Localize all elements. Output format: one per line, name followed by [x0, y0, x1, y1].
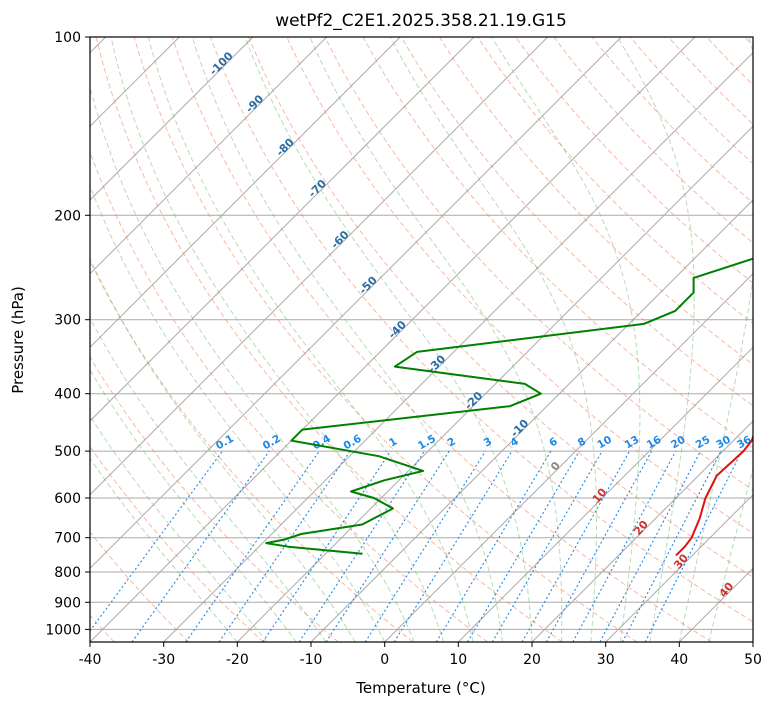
plot-frame — [89, 36, 754, 643]
moist-adiabat-line — [90, 317, 327, 642]
dry-adiabat-line — [95, 37, 563, 642]
mixing-ratio-line — [364, 450, 486, 642]
isotherm-line — [90, 37, 254, 201]
isotherm-line — [90, 37, 475, 422]
isotherm-line — [236, 125, 753, 642]
x-tick-label: -20 — [226, 652, 249, 668]
isotherm-line — [163, 51, 753, 642]
x-tick-label: -40 — [79, 652, 102, 668]
mixing-ratio-line — [467, 450, 580, 642]
moist-adiabat-line — [90, 457, 238, 642]
x-axis-label: Temperature (°C) — [355, 679, 485, 697]
moist-adiabat-line — [147, 37, 474, 642]
x-tick-label: 40 — [670, 652, 688, 668]
dry-adiabat-line — [90, 356, 339, 642]
x-tick-label: -30 — [152, 652, 175, 668]
dry-adiabat-line — [90, 150, 488, 642]
dry-adiabat-line — [591, 37, 753, 204]
y-tick-label: 600 — [54, 491, 81, 507]
mixing-ratio-line — [393, 450, 513, 642]
mixing-ratio-line — [90, 450, 223, 632]
profile-lines — [265, 257, 753, 557]
isotherm-line — [90, 37, 401, 349]
y-tick-label: 400 — [54, 387, 81, 403]
moist-adiabat-line — [678, 37, 753, 642]
mixing-ratio-line — [298, 450, 425, 642]
mixing-ratio-line — [572, 450, 677, 642]
isotherm-line — [90, 37, 328, 275]
y-tick-label: 900 — [54, 595, 81, 611]
mixing-ratio-label: 36 — [735, 434, 754, 452]
moist-adiabat-line — [616, 37, 695, 642]
x-axis: -40 -30 -20 -10 0 10 20 30 40 50 — [79, 642, 762, 668]
dry-adiabat-line — [515, 37, 753, 284]
moist-adiabat-line — [191, 37, 503, 642]
x-tick-label: 10 — [449, 652, 467, 668]
mixing-ratio-line — [435, 450, 552, 642]
isotherm-line — [605, 493, 753, 642]
dry-adiabat-line — [210, 37, 753, 623]
isotherm-line — [531, 420, 753, 642]
y-tick-label: 200 — [54, 208, 81, 224]
dry-adiabat-line — [362, 37, 753, 449]
moist-adiabat-line — [309, 37, 563, 642]
mixing-ratio-line — [521, 450, 630, 642]
isotherm-line — [384, 272, 753, 642]
y-tick-label: 300 — [54, 313, 81, 329]
y-axis-label: Pressure (hPa) — [9, 286, 27, 394]
mixing-ratio-line — [545, 450, 653, 642]
dry-adiabat-line — [171, 37, 712, 642]
isotherm-line — [90, 37, 696, 642]
isotherm-line — [457, 346, 753, 642]
moist-adiabat-line — [90, 415, 268, 642]
mixing-ratio-line — [491, 450, 603, 642]
mixing-ratio-line — [131, 450, 270, 642]
y-tick-label: 100 — [54, 30, 81, 46]
mixing-ratio-line — [185, 450, 320, 642]
moist-adiabat-line — [90, 257, 356, 642]
moist-adiabat-line — [90, 184, 386, 642]
y-tick-label: 800 — [54, 565, 81, 581]
y-tick-label: 1000 — [45, 622, 81, 638]
dry-adiabat-line — [400, 37, 753, 407]
dry-adiabat-line — [90, 531, 190, 642]
temperature-profile-line — [675, 433, 753, 557]
dry-adiabat-line — [90, 259, 414, 642]
background-lines — [90, 37, 753, 642]
dry-adiabat-line — [324, 37, 753, 491]
isotherm-line — [90, 37, 549, 496]
moist-adiabat-line — [110, 37, 445, 642]
dry-adiabat-line — [477, 37, 753, 325]
y-tick-label: 700 — [54, 531, 81, 547]
y-tick-label: 500 — [54, 444, 81, 460]
x-tick-label: 50 — [744, 652, 762, 668]
dry-adiabat-line — [438, 37, 753, 366]
chart-title: wetPf2_C2E1.2025.358.21.19.G15 — [275, 11, 567, 31]
x-tick-label: 20 — [523, 652, 541, 668]
moist-adiabat-line — [244, 37, 533, 642]
dewpoint-profile-line — [265, 257, 753, 555]
mixing-ratio-line — [325, 450, 450, 642]
isotherm-line — [90, 37, 622, 570]
moist-adiabat-line — [389, 37, 597, 642]
dry-adiabat-line — [286, 37, 753, 534]
moist-adiabat-line — [708, 467, 753, 642]
x-tick-label: 0 — [380, 652, 389, 668]
x-tick-label: 30 — [597, 652, 615, 668]
x-tick-label: -10 — [300, 652, 323, 668]
moist-adiabat-line — [491, 37, 641, 642]
y-axis: 100 200 300 400 500 600 700 800 900 1000 — [45, 30, 90, 638]
